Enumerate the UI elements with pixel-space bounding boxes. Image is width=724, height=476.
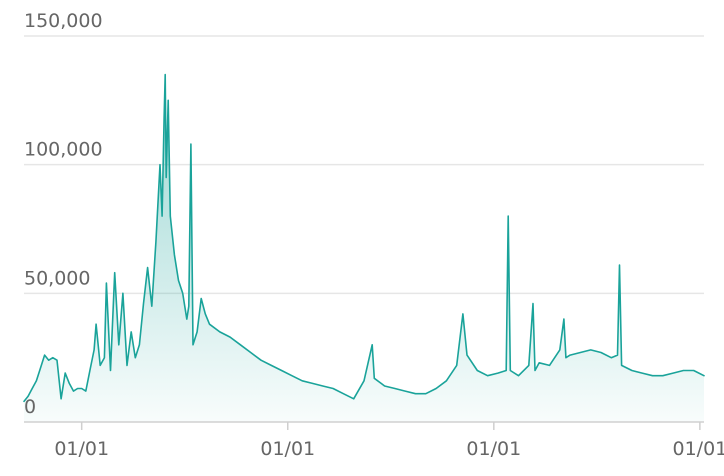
series-area — [24, 74, 704, 422]
series-area-fill — [24, 74, 704, 422]
series-line-path — [23, 73, 705, 403]
x-tick-label: 01/01 — [466, 438, 521, 460]
x-tick-label: 01/01 — [54, 438, 109, 460]
x-tick-label: 01/01 — [672, 438, 724, 460]
y-tick-label: 100,000 — [24, 139, 103, 161]
grid-lines — [24, 35, 704, 295]
y-tick-label: 0 — [24, 396, 36, 418]
y-tick-label: 50,000 — [24, 267, 90, 289]
x-axis — [24, 421, 704, 430]
series-line — [23, 73, 705, 403]
y-tick-label: 150,000 — [24, 10, 103, 32]
x-axis-labels: 01/01 01/01 01/01 01/01 — [54, 438, 724, 460]
y-axis-labels: 0 50,000 100,000 150,000 — [24, 10, 103, 418]
x-tick-label: 01/01 — [260, 438, 315, 460]
